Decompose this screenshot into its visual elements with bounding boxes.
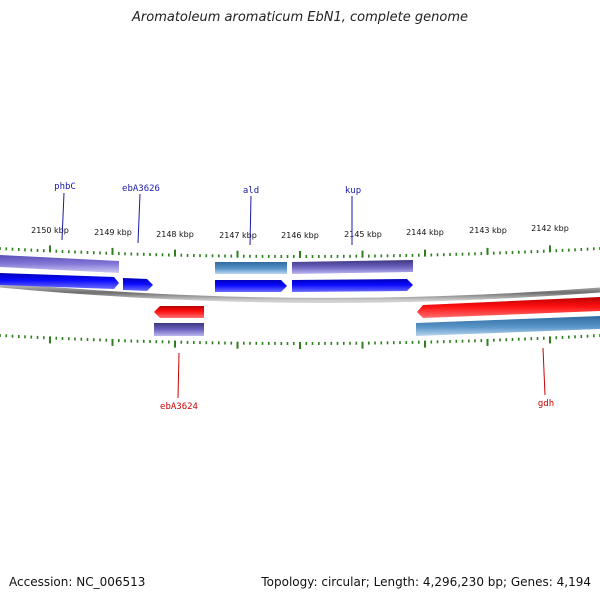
- gene-leader-line: [542, 347, 546, 396]
- gene-label-ebA3626: ebA3626: [122, 184, 160, 194]
- gene-label-phbC: phbC: [54, 182, 76, 192]
- feature-bar: [0, 255, 119, 273]
- tick-label: 2148 kbp: [156, 230, 194, 239]
- gene-label-ebA3624: ebA3624: [160, 402, 198, 412]
- genome-summary-text: Topology: circular; Length: 4,296,230 bp…: [261, 575, 591, 589]
- forward-cds-arrow: [0, 273, 119, 289]
- tick-label: 2147 kbp: [219, 231, 257, 240]
- gene-leader-line: [61, 192, 65, 241]
- feature-bar: [215, 262, 287, 274]
- forward-cds-arrow: [215, 280, 287, 292]
- gene-label-ald: ald: [243, 186, 259, 196]
- forward-cds-arrow: [292, 279, 413, 292]
- gene-leader-line: [137, 193, 141, 244]
- tick-label: 2144 kbp: [406, 228, 444, 237]
- reverse-cds-arrow: [154, 306, 204, 318]
- reverse-cds-arrow: [417, 297, 600, 318]
- tick-label: 2146 kbp: [281, 231, 319, 240]
- gene-leader-line: [177, 352, 180, 399]
- map-title: Aromatoleum aromaticum EbN1, complete ge…: [132, 10, 468, 25]
- forward-cds-arrow: [123, 278, 153, 291]
- feature-bar: [292, 260, 413, 274]
- gene-leader-line: [249, 195, 252, 246]
- tick-label: 2143 kbp: [469, 226, 507, 235]
- genome-backbone: [0, 282, 600, 303]
- accession-text: Accession: NC_006513: [9, 575, 146, 589]
- tick-label: 2149 kbp: [94, 228, 132, 237]
- tick-label: 2150 kbp: [31, 226, 69, 235]
- tick-label: 2142 kbp: [531, 224, 569, 233]
- gene-label-gdh: gdh: [538, 399, 554, 409]
- bottom-tick-row: [0, 334, 600, 349]
- tick-label: 2145 kbp: [344, 230, 382, 239]
- top-tick-row: [0, 245, 600, 258]
- feature-bar: [154, 323, 204, 336]
- gene-label-kup: kup: [345, 186, 361, 196]
- feature-bar: [416, 316, 600, 336]
